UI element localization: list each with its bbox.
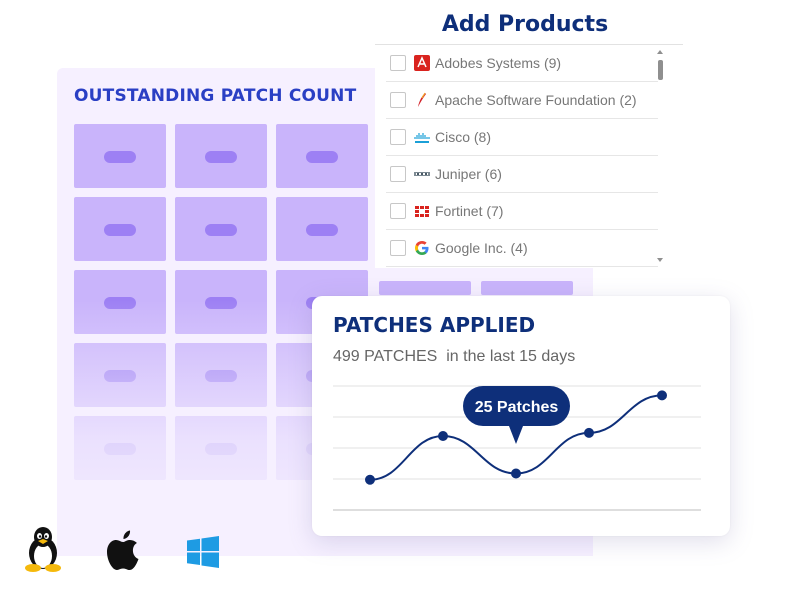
product-label: Adobes Systems (9) [435, 55, 562, 71]
patch-tile [379, 281, 471, 295]
scroll-down-icon[interactable] [657, 258, 663, 262]
tile-pill [205, 224, 237, 236]
list-item[interactable]: Apache Software Foundation (2) [386, 82, 658, 119]
apple-icon [107, 530, 139, 570]
divider [375, 44, 683, 45]
tile-pill [205, 151, 237, 163]
fortinet-icon [415, 206, 429, 217]
data-point [511, 468, 521, 479]
tooltip-label: 25 Patches [475, 399, 559, 416]
product-checkbox[interactable] [390, 203, 406, 219]
add-products-title: Add Products [441, 12, 609, 37]
product-checkbox[interactable] [390, 55, 406, 71]
adobe-icon [414, 55, 430, 71]
patch-tile [276, 124, 368, 188]
tile-pill [104, 224, 136, 236]
tile-pill [306, 151, 338, 163]
patch-tile [175, 124, 267, 188]
list-item[interactable]: Fortinet (7) [386, 193, 658, 230]
data-point [438, 431, 448, 441]
juniper-icon [414, 172, 430, 176]
product-label: Cisco (8) [435, 129, 492, 145]
product-checkbox[interactable] [390, 166, 406, 182]
patch-tile [74, 124, 166, 188]
patch-tile [276, 197, 368, 261]
product-checkbox[interactable] [390, 92, 406, 108]
product-label: Fortinet (7) [435, 203, 504, 219]
scrollbar-thumb[interactable] [658, 60, 663, 80]
list-item[interactable]: Cisco (8) [386, 119, 658, 156]
patches-line-chart: 25 Patches [333, 385, 701, 511]
tile-pill [104, 151, 136, 163]
patch-tile [175, 197, 267, 261]
product-checkbox[interactable] [390, 129, 406, 145]
patches-applied-subtitle: 499 PATCHES in the last 15 days [333, 348, 576, 365]
outstanding-patch-title: OUTSTANDING PATCH COUNT [74, 86, 357, 106]
scroll-up-icon[interactable] [657, 50, 663, 54]
tooltip: 25 Patches [463, 386, 570, 444]
linux-tux-icon [25, 527, 61, 572]
data-point [657, 390, 667, 401]
apache-feather-icon [418, 92, 426, 107]
product-label: Apache Software Foundation (2) [435, 92, 637, 108]
patches-applied-title: PATCHES APPLIED [333, 313, 536, 337]
google-icon [415, 241, 429, 255]
product-checkbox[interactable] [390, 240, 406, 256]
patch-tile [481, 281, 573, 295]
tooltip-pointer [509, 426, 523, 444]
list-item[interactable]: Juniper (6) [386, 156, 658, 193]
scrollbar[interactable] [656, 50, 664, 264]
data-point [365, 474, 375, 485]
list-item[interactable]: Adobes Systems (9) [386, 45, 658, 82]
cisco-icon [414, 133, 430, 143]
tile-pill [306, 224, 338, 236]
product-label: Juniper (6) [435, 166, 502, 182]
tooltip-bubble [463, 386, 570, 426]
product-list: Adobes Systems (9) Apache Software Found… [386, 45, 658, 267]
data-point [584, 427, 594, 438]
patch-tile [74, 197, 166, 261]
list-item[interactable]: Google Inc. (4) [386, 230, 658, 267]
product-label: Google Inc. (4) [435, 240, 528, 256]
windows-icon [187, 536, 219, 568]
